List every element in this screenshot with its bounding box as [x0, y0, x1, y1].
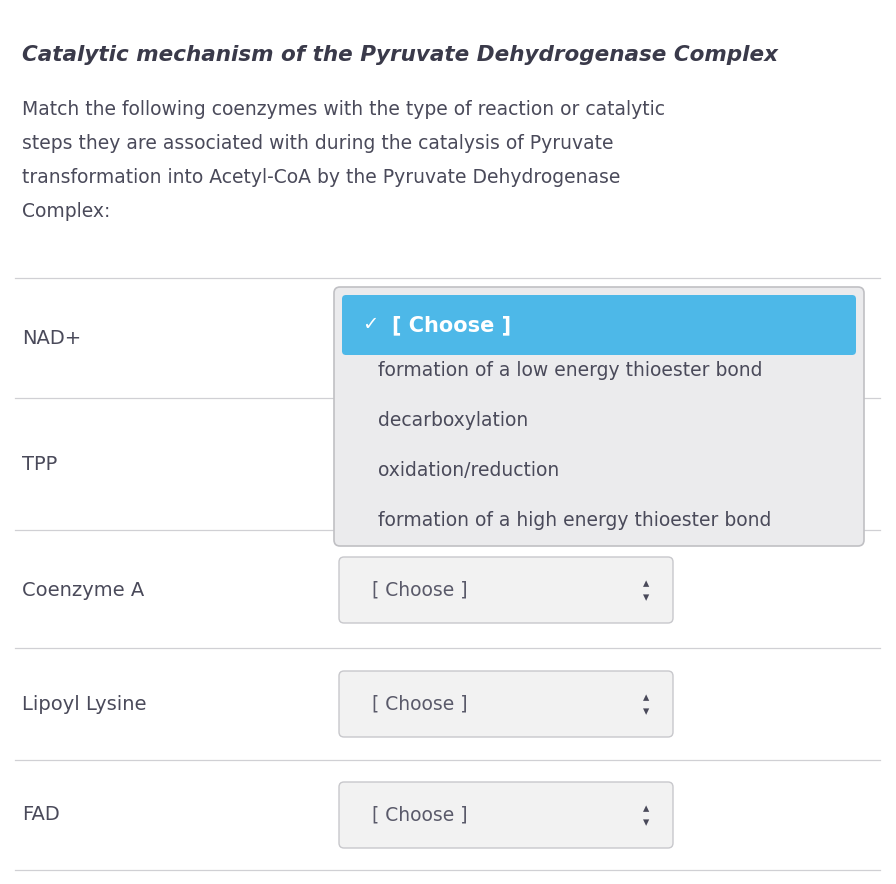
Text: ▾: ▾ [642, 817, 649, 829]
FancyBboxPatch shape [339, 557, 673, 623]
FancyBboxPatch shape [339, 782, 673, 848]
Text: Coenzyme A: Coenzyme A [22, 581, 144, 599]
Text: NAD+: NAD+ [22, 329, 82, 347]
Text: [ Choose ]: [ Choose ] [392, 315, 511, 335]
Text: Catalytic mechanism of the Pyruvate Dehydrogenase Complex: Catalytic mechanism of the Pyruvate Dehy… [22, 45, 778, 65]
Text: ✓: ✓ [362, 316, 378, 334]
FancyBboxPatch shape [334, 287, 864, 546]
FancyBboxPatch shape [342, 295, 856, 355]
Text: FAD: FAD [22, 805, 60, 825]
Text: transformation into Acetyl-CoA by the Pyruvate Dehydrogenase: transformation into Acetyl-CoA by the Py… [22, 168, 620, 187]
Text: ▴: ▴ [642, 803, 649, 816]
Text: [ Choose ]: [ Choose ] [372, 581, 468, 599]
Text: ▾: ▾ [642, 591, 649, 605]
Text: formation of a low energy thioester bond: formation of a low energy thioester bond [378, 362, 762, 380]
Text: ▾: ▾ [642, 705, 649, 719]
Text: Lipoyl Lysine: Lipoyl Lysine [22, 695, 147, 713]
Text: ▴: ▴ [642, 577, 649, 591]
Text: ▴: ▴ [642, 691, 649, 705]
Text: [ Choose ]: [ Choose ] [372, 695, 468, 713]
Text: decarboxylation: decarboxylation [378, 411, 529, 431]
Text: steps they are associated with during the catalysis of Pyruvate: steps they are associated with during th… [22, 134, 614, 153]
Text: Complex:: Complex: [22, 202, 110, 221]
Text: [ Choose ]: [ Choose ] [372, 805, 468, 825]
Text: TPP: TPP [22, 454, 57, 474]
Text: Match the following coenzymes with the type of reaction or catalytic: Match the following coenzymes with the t… [22, 100, 665, 119]
Text: oxidation/reduction: oxidation/reduction [378, 461, 559, 481]
Text: formation of a high energy thioester bond: formation of a high energy thioester bon… [378, 512, 771, 530]
FancyBboxPatch shape [339, 671, 673, 737]
